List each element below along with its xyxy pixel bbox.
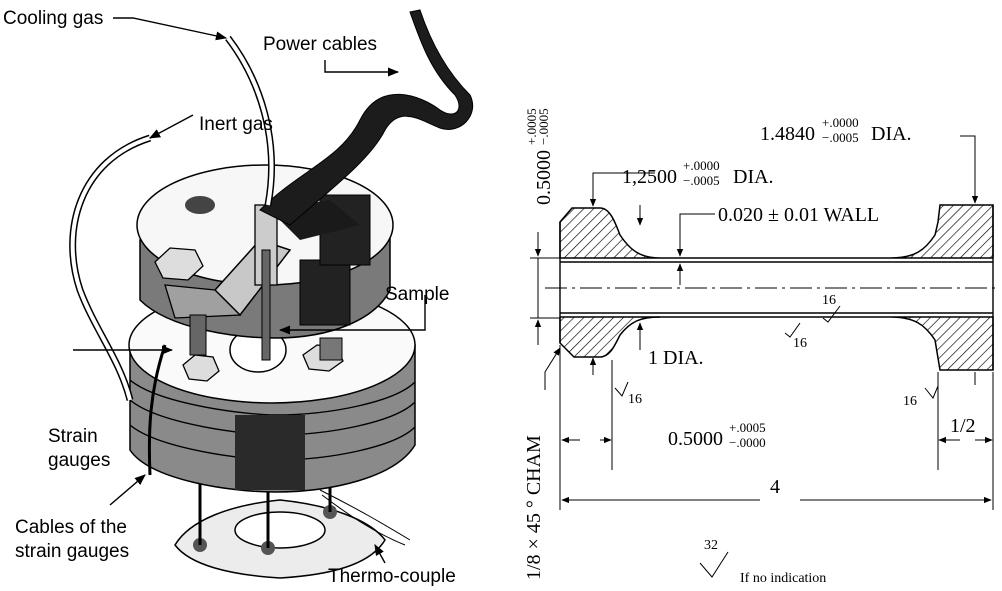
sample-cross-section: [545, 204, 1000, 371]
dim-outer-dia-suffix: DIA.: [871, 123, 912, 145]
apparatus-illustration: [69, 9, 474, 579]
label-cables-1: Cables of the: [15, 517, 127, 538]
dim-right-len: 1/2: [950, 415, 976, 437]
label-strain-2: gauges: [48, 450, 110, 471]
default-finish-value: 32: [704, 538, 718, 553]
label-cooling-gas: Cooling gas: [3, 8, 103, 29]
default-finish-text: If no indication: [740, 571, 826, 586]
dim-shoulder-len-tol-minus: −.0000: [729, 435, 766, 450]
label-thermocouple: Thermo-couple: [328, 566, 456, 587]
label-cables-2: strain gauges: [15, 541, 129, 562]
dim-outer-dia-value: 1.4840: [760, 123, 815, 145]
dimension-lines: [530, 135, 994, 578]
dim-wall: 0.020 ± 0.01 WALL: [718, 204, 879, 226]
dim-shoulder-len-value: 0.5000: [668, 428, 723, 450]
dim-outer-dia-tol-minus: −.0005: [822, 130, 859, 145]
dim-shoulder-height: 0.5000: [533, 150, 555, 205]
dim-shoulder-height-tol-minus: −.0005: [536, 108, 551, 145]
dim-chamfer: 1/8 × 45 ° CHAM: [523, 435, 545, 580]
dim-bore-dia-suffix: DIA.: [733, 166, 774, 188]
dim-inner-dia: 1 DIA.: [648, 347, 704, 369]
label-power-cables: Power cables: [263, 34, 377, 55]
dim-bore-dia-value: 1,2500: [622, 166, 677, 188]
dim-shoulder-len-tol-plus: +.0005: [729, 420, 766, 435]
label-sample: Sample: [385, 284, 449, 305]
dim-shoulder-height-tol-plus: +.0005: [524, 108, 539, 145]
finish-right: 16: [903, 394, 917, 409]
dim-bore-dia-tol-minus: −.0005: [683, 173, 720, 188]
dim-total-len: 4: [770, 476, 780, 498]
finish-left: 16: [628, 392, 642, 407]
finish-center: 16: [822, 293, 836, 308]
finish-bottom: 16: [793, 336, 807, 351]
label-strain-1: Strain: [48, 426, 98, 447]
dim-outer-dia-tol-plus: +.0000: [822, 115, 859, 130]
dim-bore-dia-tol-plus: +.0000: [683, 158, 720, 173]
label-inert-gas: Inert gas: [199, 114, 273, 135]
